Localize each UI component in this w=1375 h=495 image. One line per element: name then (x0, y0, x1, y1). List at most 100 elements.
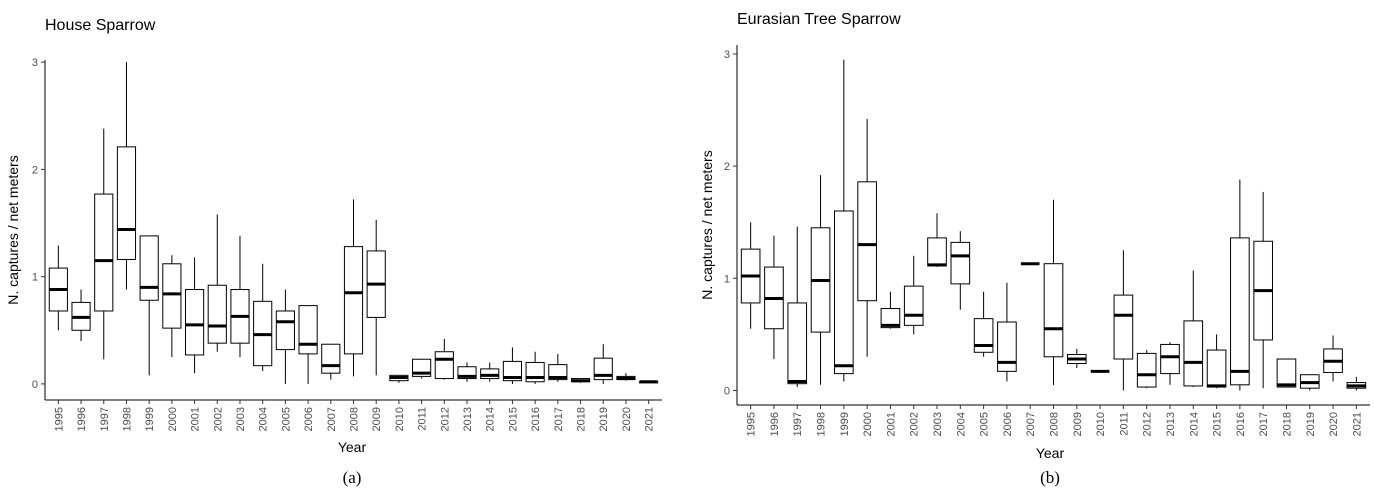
x-tick-label: 2010 (394, 407, 406, 431)
y-tick-label: 2 (724, 161, 730, 173)
box (94, 193, 114, 312)
box (1113, 294, 1134, 360)
x-tick-label: 2008 (349, 407, 361, 431)
x-tick-label: 2010 (1095, 412, 1107, 436)
box (857, 181, 877, 302)
box (116, 146, 137, 260)
x-tick-label: 2004 (955, 412, 967, 436)
box (1183, 320, 1204, 387)
x-tick-label: 2019 (1305, 412, 1317, 436)
box (950, 241, 971, 285)
x-tick-label: 2005 (280, 407, 292, 431)
box (207, 284, 227, 344)
x-tick-label: 1996 (769, 412, 781, 436)
panel-label: (a) (343, 468, 362, 487)
x-tick-label: 1995 (746, 412, 758, 436)
x-tick-label: 2016 (1235, 412, 1247, 436)
x-tick-label: 2021 (1351, 412, 1363, 436)
box (139, 235, 159, 301)
x-tick-label: 2013 (1165, 412, 1177, 436)
x-tick-label: 2017 (1258, 412, 1270, 436)
x-tick-label: 2001 (190, 407, 202, 431)
x-tick-label: 1995 (53, 407, 65, 431)
x-tick-label: 2018 (1281, 412, 1293, 436)
box (502, 360, 523, 382)
x-tick-label: 2009 (1072, 412, 1084, 436)
x-tick-label: 2000 (862, 412, 874, 436)
box (1136, 352, 1157, 388)
box (1043, 263, 1064, 358)
x-tick-label: 2016 (530, 407, 542, 431)
y-tick-label: 0 (724, 385, 730, 397)
box (1160, 343, 1180, 375)
x-axis-label: Year (1036, 445, 1065, 461)
x-tick-label: 1996 (76, 407, 88, 431)
x-tick-label: 2018 (576, 407, 588, 431)
x-tick-label: 1997 (792, 412, 804, 436)
x-tick-label: 2021 (644, 407, 656, 431)
x-axis-label: Year (338, 439, 367, 455)
x-tick-label: 2020 (621, 407, 633, 431)
box (343, 246, 364, 355)
x-tick-label: 2012 (439, 407, 451, 431)
x-tick-label: 2011 (1118, 412, 1130, 436)
box (321, 343, 341, 374)
box (298, 305, 318, 355)
x-tick-label: 2005 (979, 412, 991, 436)
box (162, 263, 182, 329)
x-tick-label: 2007 (326, 407, 338, 431)
x-tick-label: 2019 (598, 407, 610, 431)
x-tick-label: 2004 (258, 407, 270, 431)
box (880, 308, 901, 329)
box (1276, 358, 1297, 388)
box (834, 210, 854, 375)
x-tick-label: 2012 (1142, 412, 1154, 436)
y-tick-label: 3 (724, 49, 730, 61)
y-tick-label: 1 (724, 273, 730, 285)
x-tick-label: 2017 (553, 407, 565, 431)
x-tick-label: 1998 (816, 412, 828, 436)
x-tick-label: 2002 (909, 412, 921, 436)
box (927, 237, 947, 267)
box (548, 364, 568, 381)
box (434, 351, 454, 380)
x-tick-label: 2014 (1188, 412, 1200, 436)
x-tick-label: 2014 (485, 407, 497, 431)
x-tick-label: 2006 (303, 407, 315, 431)
x-tick-label: 1997 (99, 407, 111, 431)
box (997, 321, 1017, 372)
x-tick-label: 2009 (371, 407, 383, 431)
chart-title: Eurasian Tree Sparrow (737, 11, 901, 28)
x-tick-label: 2013 (462, 407, 474, 431)
box (457, 366, 477, 380)
x-tick-label: 2008 (1049, 412, 1061, 436)
y-tick-label: 2 (32, 164, 38, 176)
y-tick-label: 0 (32, 379, 38, 391)
y-tick-label: 1 (32, 272, 38, 284)
x-tick-label: 1999 (144, 407, 156, 431)
box (275, 310, 295, 351)
x-tick-label: 2020 (1328, 412, 1340, 436)
x-tick-label: 2003 (235, 407, 247, 431)
x-tick-label: 1999 (839, 412, 851, 436)
chart-title: House Sparrow (45, 17, 156, 34)
box (787, 302, 808, 385)
x-tick-label: 2002 (212, 407, 224, 431)
x-tick-label: 2007 (1025, 412, 1037, 436)
box (480, 368, 500, 380)
y-axis-label: N. captures / net meters (5, 155, 21, 304)
panel-label: (b) (1040, 468, 1060, 487)
x-tick-label: 2006 (1002, 412, 1014, 436)
x-tick-label: 2003 (932, 412, 944, 436)
box (1206, 349, 1227, 388)
x-tick-label: 2011 (417, 407, 429, 431)
x-tick-label: 1998 (121, 407, 133, 431)
box (1230, 237, 1250, 386)
y-axis-label: N. captures / net meters (699, 150, 715, 299)
x-tick-label: 2000 (167, 407, 179, 431)
box (184, 289, 205, 356)
x-tick-label: 2001 (885, 412, 897, 436)
box (973, 318, 994, 353)
